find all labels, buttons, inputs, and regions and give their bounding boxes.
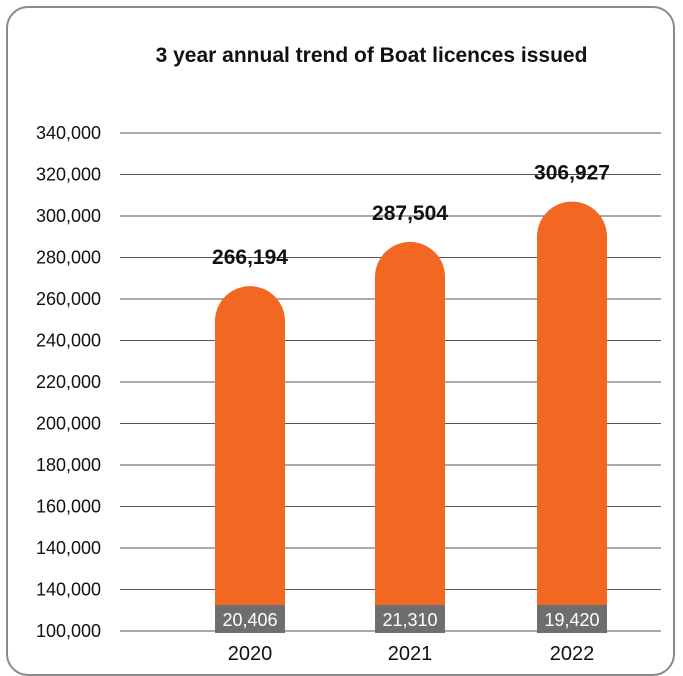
bar-base-2022	[537, 605, 607, 633]
bar-base-2021	[375, 605, 445, 633]
bar-2020	[215, 286, 285, 633]
x-tick-label: 2020	[228, 643, 273, 664]
y-tick-label: 160,000	[36, 497, 101, 517]
y-axis-ticks: 100,000 140,000 140,000 160,000 180,000 200,0…	[36, 123, 101, 641]
bars: 20,406 266,194 21,310 287,504 19,420 306,927	[212, 162, 610, 634]
y-tick-label: 300,000	[36, 206, 101, 226]
data-label: 306,927	[534, 162, 610, 185]
y-tick-label: 140,000	[36, 538, 101, 558]
x-tick-label: 2021	[388, 643, 433, 664]
y-tick-label: 100,000	[36, 621, 101, 641]
chart-title: 3 year annual trend of Boat licences iss…	[155, 44, 588, 67]
bar-base-label: 20,406	[222, 610, 277, 630]
bar-base-2020	[215, 605, 285, 633]
bar-2022	[537, 201, 607, 634]
y-tick-label: 140,000	[36, 580, 101, 600]
y-tick-label: 320,000	[36, 165, 101, 185]
data-label: 266,194	[212, 246, 288, 269]
y-tick-label: 220,000	[36, 372, 101, 392]
bar-2021	[375, 241, 445, 633]
y-tick-label: 340,000	[36, 123, 101, 143]
data-label: 287,504	[372, 202, 448, 225]
y-tick-label: 180,000	[36, 455, 101, 475]
y-tick-label: 260,000	[36, 289, 101, 309]
x-tick-label: 2022	[550, 643, 595, 664]
y-tick-label: 200,000	[36, 414, 101, 434]
y-tick-label: 280,000	[36, 248, 101, 268]
y-tick-label: 240,000	[36, 331, 101, 351]
bar-base-label: 21,310	[382, 610, 437, 630]
bar-base-label: 19,420	[544, 610, 599, 630]
x-axis-ticks: 2020 2021 2022	[228, 643, 595, 664]
